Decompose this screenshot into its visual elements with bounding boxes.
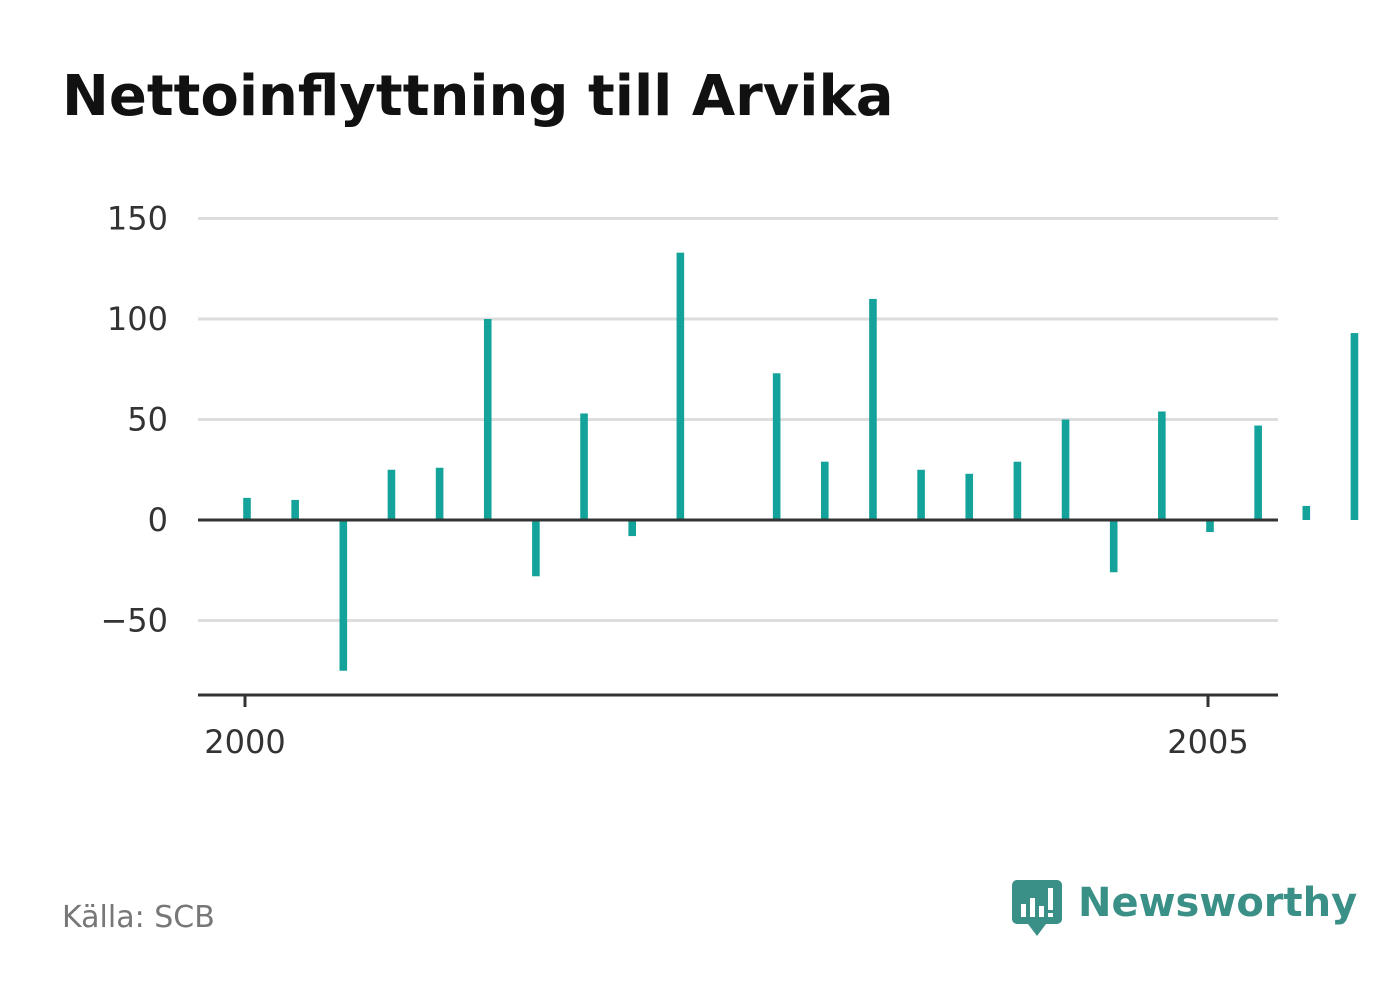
grid-lines bbox=[198, 217, 1278, 622]
y-tick-label: 100 bbox=[107, 300, 168, 338]
source-note: Källa: SCB bbox=[62, 900, 215, 935]
bar bbox=[291, 499, 299, 520]
y-tick-label: 50 bbox=[127, 401, 168, 439]
bar bbox=[869, 298, 877, 520]
bar bbox=[676, 252, 685, 521]
y-tick-label: −50 bbox=[100, 602, 168, 640]
bar bbox=[1061, 419, 1070, 520]
bar bbox=[917, 469, 925, 520]
bar bbox=[1109, 520, 1118, 573]
y-tick-label: 0 bbox=[148, 501, 168, 539]
y-tick-label: 150 bbox=[107, 200, 168, 238]
bar bbox=[1206, 520, 1214, 533]
bar bbox=[483, 319, 492, 520]
bar bbox=[1013, 461, 1022, 520]
bar bbox=[1350, 333, 1359, 520]
bar bbox=[1302, 505, 1311, 520]
bar bbox=[243, 497, 251, 520]
newsworthy-logo-icon bbox=[1012, 880, 1062, 936]
bars bbox=[243, 252, 1359, 671]
bar bbox=[628, 520, 636, 537]
bar bbox=[435, 467, 444, 520]
brand-logo[interactable]: Newsworthy bbox=[1010, 878, 1357, 942]
bar bbox=[1254, 425, 1262, 520]
bar bbox=[580, 413, 588, 520]
axes bbox=[198, 518, 1278, 707]
bar bbox=[772, 373, 781, 520]
bar bbox=[387, 469, 396, 520]
x-tick-label: 2005 bbox=[1167, 723, 1248, 761]
x-tick-label: 2000 bbox=[204, 723, 285, 761]
bar bbox=[965, 473, 974, 520]
bar bbox=[532, 520, 540, 577]
brand-name: Newsworthy bbox=[1078, 880, 1358, 926]
bar bbox=[339, 520, 348, 671]
chart-title: Nettoinflyttning till Arvika bbox=[62, 64, 894, 129]
bar bbox=[1158, 411, 1166, 520]
bar bbox=[821, 461, 829, 520]
